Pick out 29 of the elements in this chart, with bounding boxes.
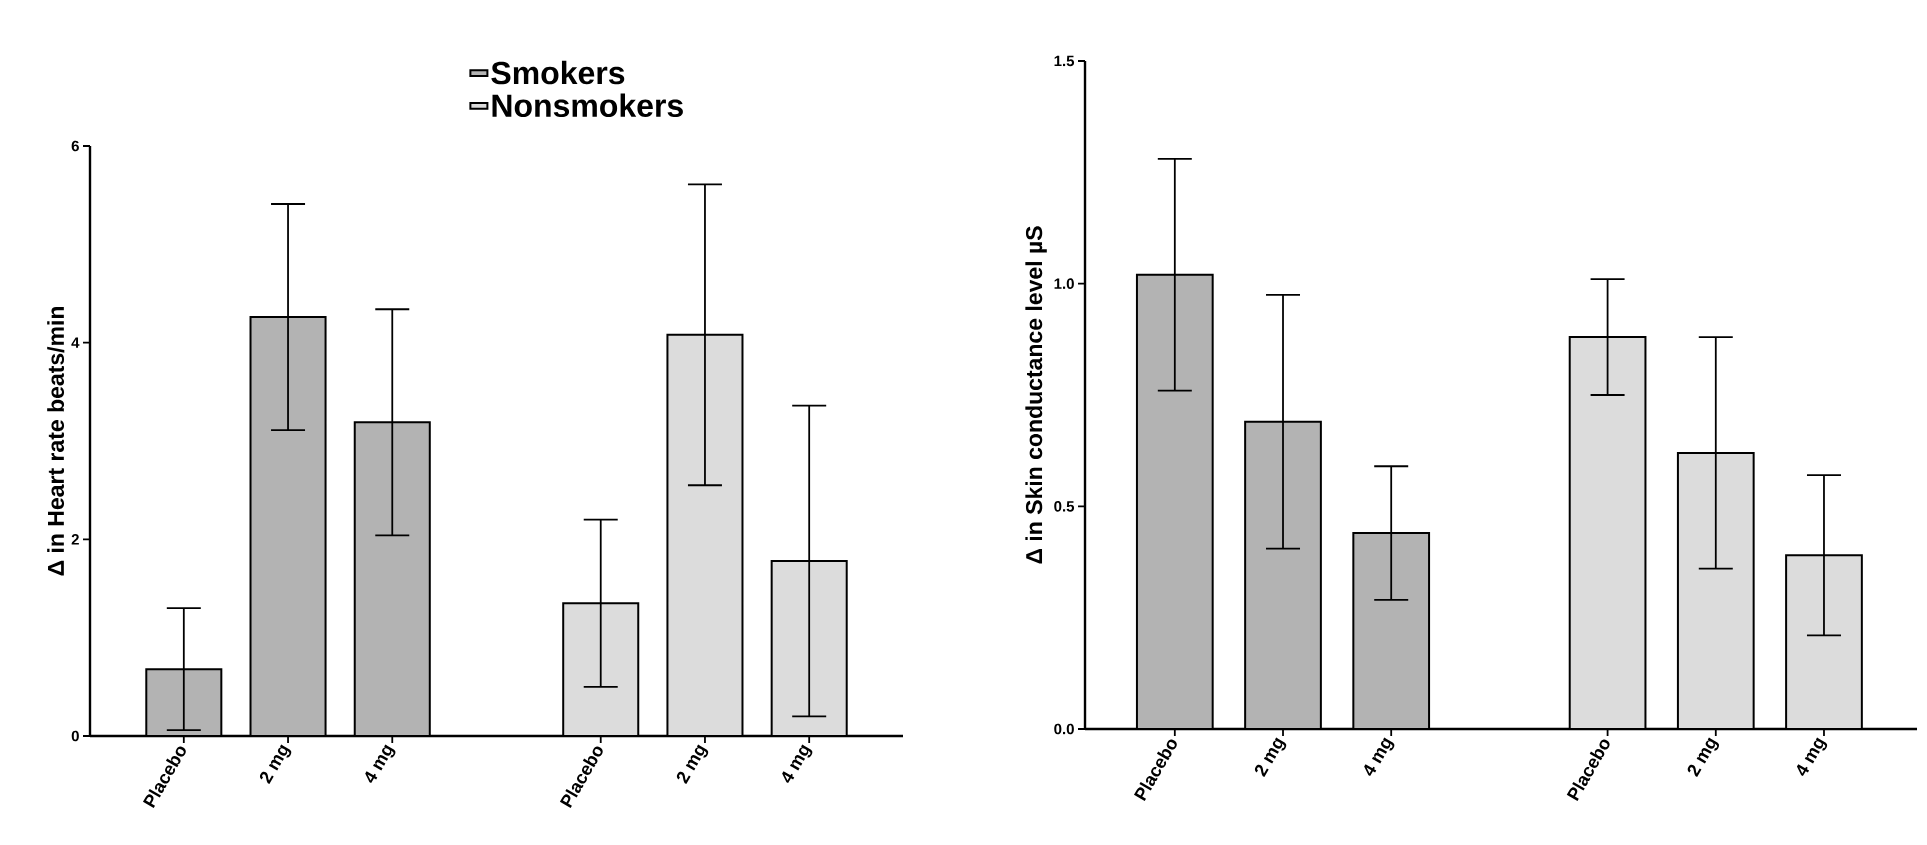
legend-label: Nonsmokers — [492, 93, 683, 118]
x-tick-label: 2 mg — [1254, 737, 1287, 778]
legend-label: Smokers — [491, 60, 625, 85]
x-tick-label: 2 mg — [259, 744, 292, 785]
bar — [1244, 420, 1322, 729]
y-tick-label: 0.5 — [1054, 501, 1075, 512]
y-axis-title: Δ in Skin conductance level µS — [1025, 226, 1047, 564]
bar — [1568, 336, 1647, 729]
x-tick-label: 2 mg — [1687, 737, 1720, 778]
bar — [1785, 554, 1863, 729]
bar — [249, 316, 327, 736]
bar — [1676, 451, 1755, 729]
x-tick-label: 4 mg — [782, 744, 813, 784]
bar — [1352, 532, 1431, 729]
y-axis-title: Δ in Heart rate beats/min — [47, 307, 65, 576]
y-tick-label: 6 — [71, 140, 79, 152]
x-tick-label: 4 mg — [365, 744, 396, 784]
y-tick-label: 4 — [71, 337, 80, 348]
x-tick-label: 2 mg — [676, 744, 709, 785]
x-tick-label: 4 mg — [1364, 737, 1395, 777]
y-tick-label: 1.5 — [1054, 55, 1075, 67]
y-tick-label: 0 — [71, 730, 79, 742]
y-tick-label: 0.0 — [1054, 723, 1074, 735]
y-tick-label: 2 — [71, 534, 79, 545]
x-tick-label: 4 mg — [1796, 737, 1828, 777]
bar — [666, 333, 744, 736]
bar — [1135, 273, 1214, 729]
y-tick-label: 1.0 — [1054, 278, 1074, 289]
bar — [353, 421, 431, 736]
